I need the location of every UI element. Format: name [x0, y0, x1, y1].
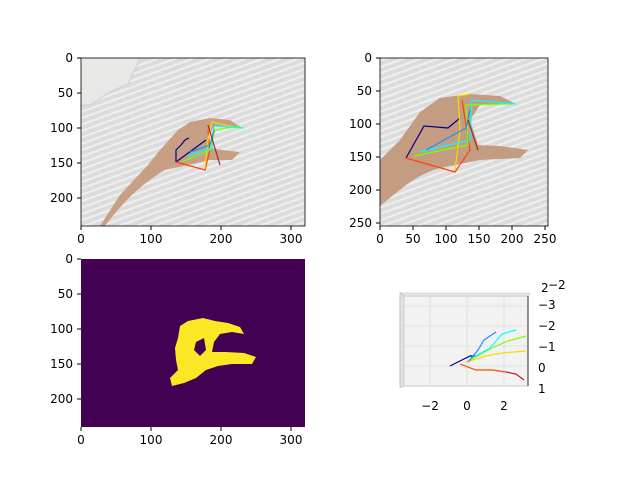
- tick-label: 0: [376, 232, 384, 246]
- tick-label: 200: [50, 392, 73, 406]
- palm-line-2: [175, 139, 207, 163]
- panel2-y-axis: 0 50 100 150 200 250: [349, 51, 380, 230]
- thumb-line: [175, 129, 211, 171]
- crop-ring-line: [419, 99, 517, 153]
- panel-photo-crop: 0 50 100 150 200 250 0 50 100 150 200 25…: [349, 51, 556, 246]
- 3d-thumb-line: [459, 363, 507, 373]
- panel3-y-axis: 0 50 100 150 200: [50, 252, 81, 406]
- crop-thumb-line: [405, 99, 471, 173]
- 3d-x-axis: −2 0 2: [421, 399, 508, 413]
- tick-label: 0: [77, 433, 85, 447]
- 3d-skeleton-lines: [449, 329, 527, 381]
- mask-hole: [194, 338, 206, 356]
- 3d-little-line: [467, 331, 497, 363]
- tick-label: 250: [349, 216, 372, 230]
- tick-label: 200: [210, 232, 233, 246]
- tick-label: 50: [357, 84, 372, 98]
- tick-label: 250: [534, 232, 557, 246]
- tick-label: 0: [538, 361, 546, 375]
- panel-3d-skeleton: −2 0 2 1 0 −1 −2 −3 2 −2: [399, 278, 566, 413]
- tick-label: 50: [58, 86, 73, 100]
- ring-line: [187, 125, 245, 157]
- 3d-index-line: [465, 350, 527, 363]
- tick-label: 0: [77, 232, 85, 246]
- panel-photo: 0 100 200 300 0 50 100 150 200: [50, 51, 306, 246]
- tick-label: 150: [50, 357, 73, 371]
- tick-label: −2: [421, 399, 439, 413]
- tick-label: 200: [50, 191, 73, 205]
- tick-label: 100: [50, 121, 73, 135]
- tick-label: 2: [541, 281, 549, 295]
- palm-line: [175, 137, 190, 162]
- crop-little-line: [425, 109, 471, 151]
- tick-label: −3: [538, 298, 556, 312]
- 3d-ring-line: [471, 329, 517, 359]
- crop-palm-line: [405, 117, 461, 159]
- crop-arm: [380, 94, 528, 206]
- tick-label: 300: [280, 433, 303, 447]
- crop-skeleton-overlay: [405, 93, 517, 173]
- mask-hand-region: [170, 318, 256, 386]
- panel1-x-axis: 0 100 200 300: [77, 226, 302, 246]
- photo-arm: [100, 118, 242, 226]
- crop-wrist-link-line: [467, 119, 479, 151]
- tick-label: 150: [349, 150, 372, 164]
- tick-label: 200: [210, 433, 233, 447]
- tick-label: 150: [468, 232, 491, 246]
- little-line: [189, 129, 215, 153]
- photo-cloth: [81, 58, 141, 107]
- tick-label: 150: [50, 156, 73, 170]
- tick-label: 0: [364, 51, 372, 65]
- tick-label: 1: [538, 382, 546, 396]
- 3d-pane-left: [399, 292, 405, 389]
- crop-frame: [379, 57, 549, 227]
- panel-mask: 0 100 200 300 0 50 100 150 200: [50, 252, 305, 447]
- crop-index-line: [454, 93, 471, 171]
- 3d-pane-top: [399, 292, 531, 297]
- wrist-link-line: [207, 124, 221, 166]
- tick-label: 0: [65, 51, 73, 65]
- tick-label: 200: [349, 183, 372, 197]
- tick-label: 100: [50, 322, 73, 336]
- photo-frame: [80, 57, 306, 227]
- tick-label: 300: [280, 232, 303, 246]
- tick-label: 2: [500, 399, 508, 413]
- tick-label: −1: [538, 340, 556, 354]
- panel1-y-axis: 0 50 100 150 200: [50, 51, 81, 205]
- panel3-x-axis: 0 100 200 300: [77, 427, 302, 447]
- tick-label: 100: [349, 117, 372, 131]
- 3d-middle-line: [469, 335, 527, 361]
- tick-label: 50: [58, 287, 73, 301]
- 3d-z-axis: 1 0 −1 −2 −3 2 −2: [527, 278, 566, 396]
- panel2-x-axis: 0 50 100 150 200 250: [376, 226, 556, 246]
- hand-skeleton-overlay: [175, 121, 245, 171]
- tick-label: 0: [463, 399, 471, 413]
- tick-label: 100: [435, 232, 458, 246]
- tick-label: 100: [140, 232, 163, 246]
- tick-label: 0: [65, 252, 73, 266]
- 3d-wrist-link-line: [505, 371, 525, 381]
- tick-label: −2: [538, 319, 556, 333]
- tick-label: 200: [501, 232, 524, 246]
- tick-label: −2: [548, 278, 566, 292]
- tick-label: 100: [140, 433, 163, 447]
- tick-label: 50: [405, 232, 420, 246]
